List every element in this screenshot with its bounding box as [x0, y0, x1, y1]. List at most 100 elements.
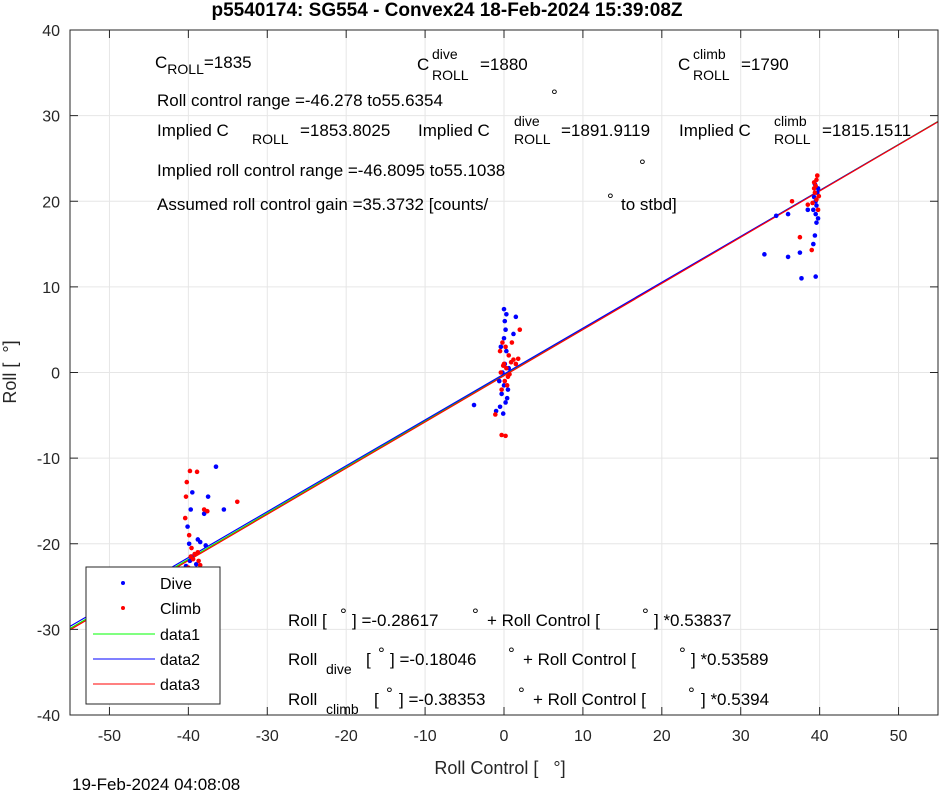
fit-all-deg3: °	[642, 605, 649, 624]
dive-point	[502, 318, 508, 324]
fit-dive-a: Roll	[288, 650, 317, 669]
dive-point	[185, 524, 190, 529]
climb-point	[815, 207, 821, 213]
gain-unit: to stbd]	[621, 195, 677, 214]
dive-point	[501, 383, 507, 388]
legend-data1-label: data1	[160, 627, 200, 644]
climb-point	[797, 234, 803, 240]
implied-c-dive-label: Implied C	[418, 121, 490, 140]
deg-symbol-1: °	[551, 86, 558, 105]
implied-c-climb-sub: ROLL	[774, 131, 811, 147]
climb-point	[497, 348, 503, 354]
implied-c-dive-sub: ROLL	[514, 131, 551, 147]
fit-climb-c: ] =-0.38353	[399, 690, 486, 709]
y-tick-label: -30	[37, 622, 60, 639]
climb-point	[500, 340, 505, 345]
dive-point	[504, 311, 509, 317]
dive-point	[501, 335, 507, 341]
implied-c-roll-value: =1853.8025	[300, 121, 390, 140]
dive-point	[805, 207, 811, 213]
dive-point	[785, 254, 791, 260]
y-tick-label: -10	[37, 451, 60, 468]
dive-point	[193, 562, 199, 567]
climb-point	[789, 198, 795, 204]
x-tick-label: 40	[811, 728, 829, 745]
deg-symbol-3: °	[607, 190, 614, 209]
climb-point	[196, 558, 201, 564]
legend-data3-label: data3	[160, 677, 200, 694]
dive-point	[190, 490, 195, 495]
climb-point	[513, 361, 519, 367]
c-roll-climb-c: C	[678, 55, 690, 74]
climb-point	[195, 550, 201, 555]
y-tick-label: 30	[42, 109, 60, 126]
dive-point	[814, 220, 819, 225]
y-tick-label: -20	[37, 537, 60, 554]
climb-point	[186, 532, 192, 538]
x-tick-label: 20	[653, 728, 671, 745]
fit-dive-d: + Roll Control [	[523, 650, 636, 669]
roll-control-range: Roll control range =-46.278 to55.6354	[157, 91, 443, 110]
implied-c-climb-value: =1815.1511	[822, 121, 911, 140]
dive-point	[503, 400, 508, 405]
y-tick-label: 40	[42, 23, 60, 40]
climb-point	[500, 363, 506, 368]
fit-dive-c: ] =-0.18046	[390, 650, 477, 669]
fit-climb-sub: climb	[326, 701, 359, 717]
dive-point	[186, 541, 192, 547]
footer-timestamp: 19-Feb-2024 04:08:08	[72, 775, 240, 792]
fit-line-data3	[69, 121, 939, 631]
fit-climb-deg1: °	[386, 684, 393, 703]
fit-dive-deg2: °	[508, 644, 515, 663]
legend-box	[85, 566, 221, 705]
fit-all-b: ] =-0.28617	[352, 611, 439, 630]
legend-data2-label: data2	[160, 652, 200, 669]
climb-point	[499, 387, 504, 392]
dive-point	[221, 507, 227, 512]
dive-point	[511, 331, 516, 337]
c-roll-annotation: CROLL=1835	[155, 53, 252, 77]
climb-point	[506, 353, 512, 358]
climb-point	[234, 499, 240, 505]
climb-point	[811, 180, 817, 185]
climb-point	[810, 200, 815, 206]
climb-point	[507, 371, 512, 377]
deg-symbol-2: °	[639, 156, 646, 175]
dive-point	[814, 203, 819, 208]
dive-point	[815, 216, 821, 221]
climb-point	[498, 370, 504, 375]
climb-point	[493, 412, 498, 417]
fit-climb-a: Roll	[288, 690, 317, 709]
climb-point	[812, 190, 818, 195]
y-tick-label: 20	[42, 194, 60, 211]
x-tick-label: 10	[574, 728, 592, 745]
x-tick-label: 50	[890, 728, 908, 745]
climb-point	[502, 378, 508, 384]
c-roll-dive-value: =1880	[480, 55, 528, 74]
fit-dive-sub: dive	[326, 661, 352, 677]
y-tick-label: 0	[51, 366, 60, 383]
dive-point	[799, 276, 804, 281]
dive-point	[493, 408, 499, 414]
x-tick-label: 0	[500, 728, 509, 745]
axis-ticks	[70, 29, 938, 716]
climb-point	[805, 202, 811, 207]
dive-point	[797, 250, 803, 255]
dive-point	[505, 387, 511, 392]
y-tick-label: -40	[37, 708, 60, 725]
c-roll-climb-sub: ROLL	[693, 67, 730, 83]
fit-climb-d: + Roll Control [	[533, 690, 646, 709]
dive-point	[762, 252, 767, 257]
climb-point	[182, 515, 188, 521]
x-tick-label: -30	[256, 728, 279, 745]
x-tick-label: -20	[335, 728, 358, 745]
climb-point	[515, 356, 521, 362]
c-roll-climb-sup: climb	[693, 46, 726, 62]
legend-climb-label: Climb	[160, 601, 201, 618]
dive-point	[811, 241, 816, 247]
chart-title: p5540174: SG554 - Convex24 18-Feb-2024 1…	[211, 0, 682, 21]
fit-climb-deg3: °	[688, 684, 695, 703]
dive-point	[496, 378, 502, 384]
dive-point	[813, 211, 818, 217]
